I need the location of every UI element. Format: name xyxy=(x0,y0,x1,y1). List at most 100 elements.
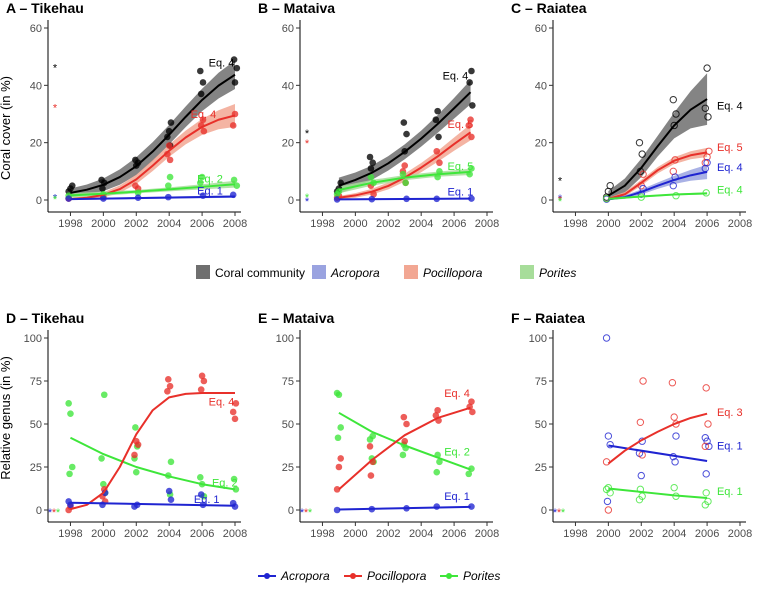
x-tick-label: 2004 xyxy=(662,528,686,540)
acropora-point xyxy=(602,334,611,342)
porites-fit-line xyxy=(70,183,236,197)
y-tick-label: 20 xyxy=(30,138,42,150)
coral-point xyxy=(233,64,241,72)
y-tick-label: 0 xyxy=(288,505,294,517)
pocillopora-point xyxy=(166,156,174,164)
pocillopora-point xyxy=(335,463,343,471)
porites-point xyxy=(68,463,76,471)
coral-equation-label: Eq. 4 xyxy=(717,100,743,112)
pocillopora-equation-label: Eq. 5 xyxy=(717,142,743,154)
coral-point xyxy=(199,79,207,86)
panel-F: F – Raiatea 0 25 50 75 100 1998 2000 2002 2004 200… xyxy=(511,310,752,540)
acropora-legend-dot xyxy=(264,573,270,579)
y-tick-label: 0 xyxy=(541,505,547,517)
porites-fit-line xyxy=(338,170,471,191)
porites-point xyxy=(198,173,206,181)
coral-point xyxy=(196,67,204,75)
legend-top-item-acropora: Acropora xyxy=(312,265,380,280)
porites-point xyxy=(399,451,407,459)
pocillopora-point xyxy=(200,377,208,385)
pocillopora-equation-label: Eq. 5 xyxy=(448,119,474,131)
legend-bottom: Acropora Pocillopora Porites xyxy=(258,569,500,583)
x-tick-label: 1998 xyxy=(58,218,82,230)
acropora-point xyxy=(672,432,680,440)
y-tick-label: 75 xyxy=(535,376,547,388)
x-tick-label: 2000 xyxy=(596,218,620,230)
porites-point xyxy=(66,470,73,478)
coral-point xyxy=(435,133,442,141)
pocillopora-point xyxy=(468,398,475,405)
pocillopora-legend-dot xyxy=(350,573,356,579)
legend-bottom-item-acropora: Acropora xyxy=(258,569,330,583)
coral-legend-label: Coral community xyxy=(215,266,305,280)
pocillopora-point xyxy=(229,408,237,416)
acropora-legend-label: Acropora xyxy=(330,266,380,280)
y-tick-label: 75 xyxy=(282,376,294,388)
porites-point xyxy=(196,474,204,481)
coral-star-marker: * xyxy=(558,176,563,188)
pocillopora-point xyxy=(199,116,207,124)
porites-equation-label: Eq. 1 xyxy=(717,486,743,498)
y-tick-label: 0 xyxy=(541,195,547,207)
acropora-point xyxy=(65,195,72,202)
acropora-confidence-band xyxy=(608,164,708,200)
coral-point xyxy=(432,116,440,124)
pocillopora-point xyxy=(434,406,441,414)
acropora-point xyxy=(702,470,710,478)
y-tick-label: 40 xyxy=(282,80,294,92)
acropora-point xyxy=(603,497,612,506)
acropora-fit-line xyxy=(70,195,236,201)
acropora-fit-line xyxy=(338,197,471,201)
porites-fit-line xyxy=(608,487,708,499)
coral-point xyxy=(606,181,614,190)
porites-point xyxy=(635,495,644,504)
panel-background xyxy=(48,330,241,522)
pocillopora-point xyxy=(165,142,173,149)
pocillopora-point xyxy=(197,386,205,393)
porites-point xyxy=(100,480,107,488)
porites-point xyxy=(67,410,74,417)
porites-fit-line xyxy=(608,192,708,200)
y-tick-label: 25 xyxy=(535,462,547,474)
pocillopora-star-marker: * xyxy=(304,507,309,519)
acropora-equation-label: Eq. 1 xyxy=(197,186,223,198)
x-tick-label: 2002 xyxy=(376,218,400,230)
porites-point xyxy=(166,173,174,181)
pocillopora-point xyxy=(604,506,613,514)
porites-point xyxy=(434,173,441,181)
porites-point xyxy=(164,182,172,189)
panel-background xyxy=(553,330,746,522)
porites-star-marker: * xyxy=(53,194,58,206)
acropora-point xyxy=(468,195,475,202)
x-tick-label: 2006 xyxy=(442,218,466,230)
acropora-point xyxy=(703,159,711,167)
coral-point xyxy=(466,79,473,86)
acropora-point xyxy=(167,496,175,503)
porites-fit-line xyxy=(338,411,471,471)
pocillopora-point xyxy=(636,418,645,426)
pocillopora-point xyxy=(401,162,409,169)
y-tick-label: 75 xyxy=(30,376,42,388)
y-tick-label: 20 xyxy=(282,138,294,150)
pocillopora-legend-swatch xyxy=(404,265,418,279)
porites-equation-label: Eq. 5 xyxy=(448,161,474,173)
porites-equation-label: Eq. 2 xyxy=(212,477,238,489)
coral-point xyxy=(468,67,475,75)
pocillopora-equation-label: Eq. 3 xyxy=(717,407,743,419)
porites-point xyxy=(233,182,241,189)
coral-point xyxy=(367,165,375,172)
x-tick-label: 2006 xyxy=(190,218,214,230)
porites-point xyxy=(335,391,343,399)
porites-point xyxy=(196,179,204,187)
x-tick-label: 2008 xyxy=(728,218,752,230)
acropora-point xyxy=(165,487,173,495)
porites-point xyxy=(232,486,240,493)
legend-top-item-pocillopora: Pocillopora xyxy=(404,265,483,280)
coral-point xyxy=(403,130,410,138)
pocillopora-point xyxy=(701,442,709,451)
coral-confidence-band xyxy=(338,80,471,194)
panel-B: B – Mataiva 0 20 40 60 1998 2000 2002 2004 2006 20… xyxy=(258,0,499,230)
pocillopora-equation-label: Eq. 4 xyxy=(191,109,217,121)
y-tick-label: 100 xyxy=(529,333,547,345)
x-tick-label: 1998 xyxy=(310,528,334,540)
